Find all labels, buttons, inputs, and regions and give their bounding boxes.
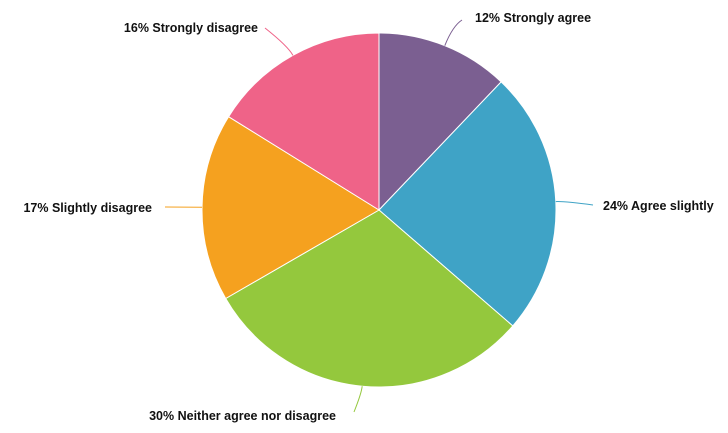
leader-line-strongly-disagree — [265, 28, 293, 55]
slice-label-slightly-disagree: 17% Slightly disagree — [23, 201, 152, 215]
leader-line-neither-agree-nor-disagree — [354, 386, 362, 412]
slice-label-neither-agree-nor-disagree: 30% Neither agree nor disagree — [149, 409, 336, 423]
slice-label-strongly-agree: 12% Strongly agree — [475, 11, 591, 25]
leader-line-strongly-agree — [445, 20, 462, 46]
slices-layer — [202, 33, 556, 387]
leader-line-agree-slightly — [556, 202, 593, 205]
slice-label-strongly-disagree: 16% Strongly disagree — [124, 21, 258, 35]
slice-label-agree-slightly: 24% Agree slightly — [603, 199, 714, 213]
